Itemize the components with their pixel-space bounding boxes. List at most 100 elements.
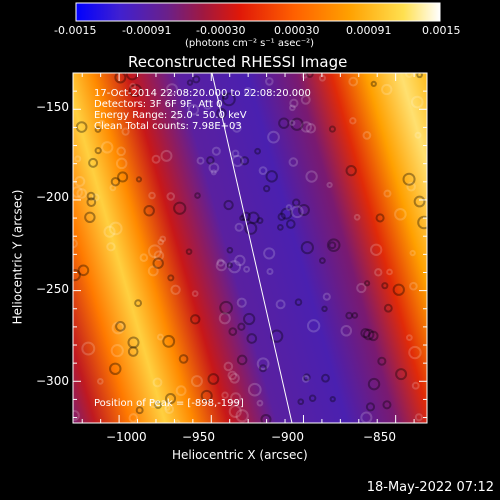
mottle-blob — [349, 117, 357, 125]
mottle-blob — [256, 357, 270, 371]
mottle-blob — [382, 400, 392, 410]
mottle-blob — [260, 413, 272, 423]
mottle-blob — [110, 344, 124, 358]
mottle-blob — [370, 243, 383, 256]
mottle-blob — [111, 321, 125, 335]
mottle-blob — [170, 284, 181, 295]
mottle-blob — [263, 247, 276, 260]
mottle-blob — [157, 238, 165, 246]
mottle-blob — [229, 372, 240, 384]
mottle-blob — [231, 122, 242, 133]
mottle-blob — [175, 385, 187, 397]
mottle-blob — [135, 176, 143, 183]
mottle-blob — [240, 156, 250, 166]
mottle-blob — [297, 203, 310, 216]
mottle-blob — [76, 188, 88, 199]
mottle-blob — [289, 98, 299, 108]
mottle-blob — [139, 253, 149, 262]
mottle-blob — [394, 207, 407, 221]
mottle-blob — [73, 409, 80, 421]
y-tick-label: −200 — [36, 190, 69, 204]
mottle-blob — [280, 207, 293, 220]
mottle-blob — [148, 191, 156, 200]
mottle-blob — [127, 346, 139, 357]
mottle-blob — [405, 73, 414, 78]
mottle-blob — [206, 156, 215, 165]
mottle-blob — [381, 282, 389, 290]
mottle-blob — [408, 345, 422, 360]
y-tick-label: −150 — [36, 100, 69, 114]
info-detectors: Detectors: 3F 6F 9F, Att 0 — [94, 99, 223, 110]
info-energy-range: Energy Range: 25.0 - 50.0 keV — [94, 110, 247, 121]
mottle-blob — [221, 391, 229, 399]
mottle-blob — [321, 305, 328, 313]
mottle-blob — [101, 141, 114, 154]
mottle-blob — [178, 354, 189, 364]
mottle-blob — [88, 157, 99, 168]
mottle-blob — [345, 165, 357, 177]
mottle-blob — [117, 171, 129, 183]
mottle-blob — [226, 262, 233, 269]
mottle-blob — [115, 321, 126, 332]
mottle-blob — [134, 299, 143, 308]
diagonal-band-pattern — [73, 73, 427, 423]
mottle-blob — [278, 117, 290, 129]
mottle-blob — [128, 83, 143, 98]
mottle-blob — [86, 191, 96, 201]
colorbar-tick-label: -0.00030 — [196, 24, 246, 37]
mottle-blob — [189, 314, 201, 325]
x-tick-label: −900 — [271, 430, 304, 444]
colorbar-tick-label: 0.00091 — [346, 24, 392, 37]
mottle-blob — [147, 244, 162, 259]
mottle-blob — [351, 311, 359, 319]
colorbar-tick-label: 0.00030 — [274, 24, 320, 37]
mottle-blob — [267, 130, 280, 144]
mottle-blob — [392, 283, 405, 296]
mottle-blob — [121, 127, 130, 136]
mottle-blob — [370, 80, 377, 88]
mottle-blob — [164, 393, 177, 405]
mottle-blob — [173, 201, 187, 215]
mottle-blob — [265, 170, 278, 183]
mottle-blob — [386, 268, 393, 276]
mottle-blob — [301, 73, 308, 79]
mottle-blob — [288, 104, 296, 112]
image-title: Reconstructed RHESSI Image — [128, 53, 348, 71]
mottle-blob — [326, 181, 333, 189]
x-tick-label: −850 — [363, 430, 396, 444]
mottle-blob — [216, 107, 227, 119]
mottle-blob — [254, 147, 261, 155]
mottle-blob — [300, 240, 314, 255]
mottle-blob — [227, 260, 242, 274]
mottle-blob — [194, 192, 201, 199]
colorbar-tick-label: 0.0015 — [422, 24, 461, 37]
y-tick-label: −300 — [36, 374, 69, 388]
mottle-blob — [306, 319, 321, 333]
mottle-blob — [247, 382, 262, 397]
mottle-blob — [243, 265, 251, 273]
mottle-blob — [329, 395, 336, 403]
mottle-blob — [383, 303, 393, 313]
render-timestamp: 18-May-2022 07:12 — [366, 480, 494, 495]
mottle-blob — [109, 362, 122, 376]
mottle-blob — [108, 221, 123, 236]
mottle-blob — [353, 213, 361, 221]
mottle-blob — [411, 381, 420, 390]
mottle-blob — [228, 327, 238, 336]
mottle-blob — [294, 298, 303, 306]
mottle-blob — [328, 241, 337, 250]
mottle-blob — [256, 399, 264, 407]
mottle-blob — [208, 162, 220, 174]
mottle-blob — [143, 205, 155, 217]
image-pixels — [73, 73, 427, 423]
mottle-blob — [243, 87, 252, 96]
mottle-blob — [321, 373, 330, 383]
mottle-blob — [285, 204, 293, 211]
mottle-blob — [247, 211, 260, 224]
mottle-blob — [305, 170, 318, 183]
mottle-blob — [186, 79, 194, 86]
info-time-range: 17-Oct-2014 22:08:20.000 to 22:08:20.000 — [94, 88, 311, 99]
mottle-blob — [239, 215, 246, 222]
mottle-blob — [192, 75, 201, 84]
mottle-blob — [223, 361, 234, 372]
